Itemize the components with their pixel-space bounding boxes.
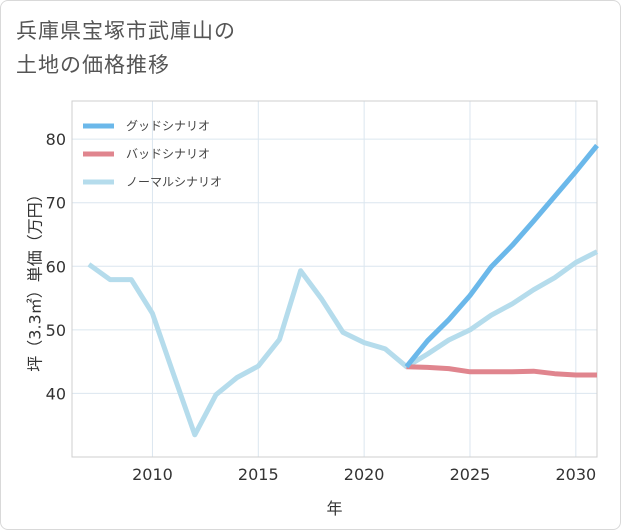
- x-tick-label: 2020: [344, 465, 385, 484]
- x-tick-label: 2030: [555, 465, 596, 484]
- x-tick-labels: 2010 2015 2020 2025 2030: [132, 465, 596, 484]
- chart-title-line-1: 兵庫県宝塚市武庫山の: [16, 19, 236, 43]
- series-line-1: [404, 143, 599, 369]
- y-axis-label: 坪（3.3㎡）単価（万円）: [26, 186, 45, 371]
- y-tick-label: 50: [46, 321, 66, 340]
- chart-title-line-2: 土地の価格推移: [16, 53, 170, 77]
- x-tick-label: 2015: [238, 465, 279, 484]
- y-tick-label: 60: [46, 257, 66, 276]
- y-tick-label: 70: [46, 194, 66, 213]
- series-line-2: [406, 364, 597, 378]
- y-tick-label: 80: [46, 130, 66, 149]
- legend-label: ノーマルシナリオ: [126, 175, 222, 189]
- legend-label: グッドシナリオ: [126, 119, 210, 133]
- legend-label: バッドシナリオ: [126, 147, 210, 161]
- y-tick-labels: 40 50 60 70 80: [46, 130, 66, 403]
- x-tick-label: 2025: [450, 465, 491, 484]
- y-tick-label: 40: [46, 384, 66, 403]
- series-line-3: [87, 249, 599, 438]
- plot-area: [71, 100, 598, 458]
- x-tick-label: 2010: [132, 465, 173, 484]
- series-layer: [87, 143, 599, 438]
- x-axis-label: 年: [326, 499, 342, 518]
- chart-title: 兵庫県宝塚市武庫山の 土地の価格推移: [16, 14, 576, 82]
